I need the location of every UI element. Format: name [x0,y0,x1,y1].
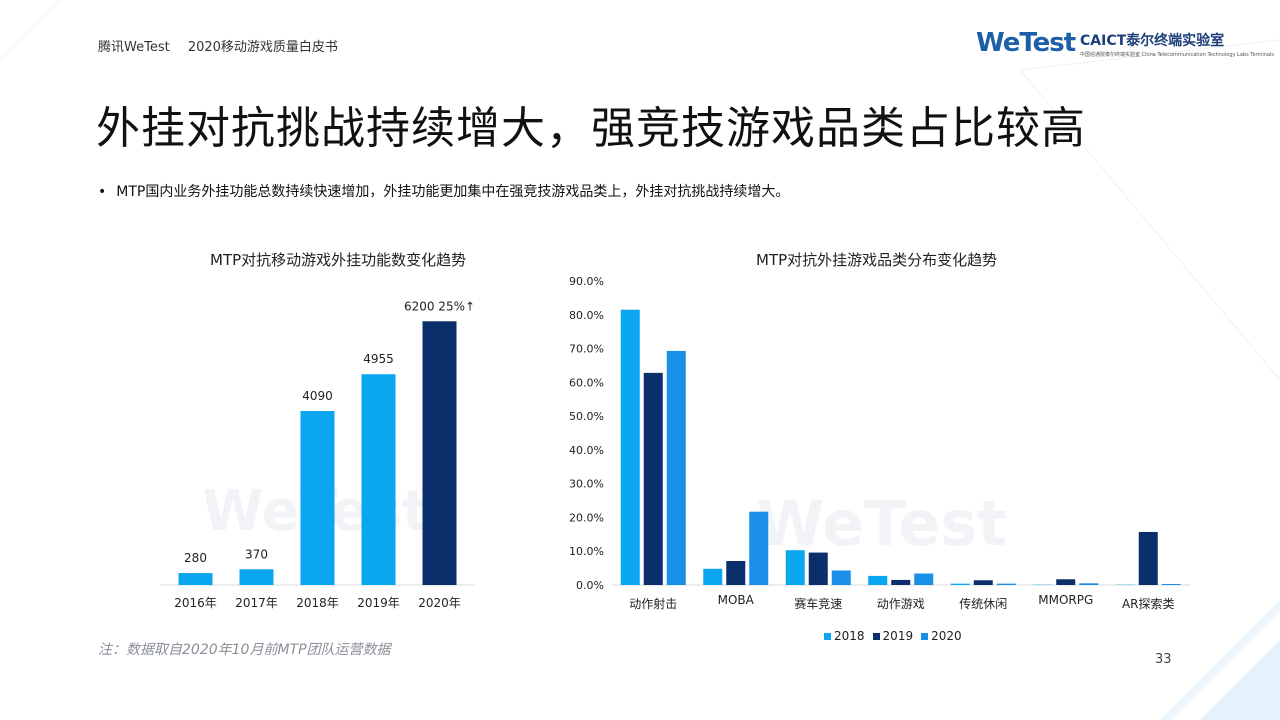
legend-swatch-2018 [824,632,831,640]
chart2-title: MTP对抗外挂游戏品类分布变化趋势 [756,251,998,269]
footnote: 注：数据取自2020年10月前MTP团队运营数据 [98,642,391,658]
chart1-data-label: 280 [184,551,207,565]
chart1-bar [300,411,335,585]
chart2-x-tick-label: MMORPG [1038,593,1093,607]
chart1-x-tick-label: 2018年 [296,596,339,610]
chart1-data-label: 370 [245,547,268,561]
legend-swatch-2020 [921,632,929,640]
legend-label-2019: 2019 [882,629,914,643]
chart1-bar [239,569,274,585]
caict-logo-text: CAICT泰尔终端实验室 [1080,33,1225,49]
chart2-x-tick-label: 赛车竞速 [794,596,842,611]
legend-item-2019: 2019 [872,629,914,643]
chart2-bar-2019 [973,580,993,585]
chart1-data-label: 4090 [302,389,333,403]
chart2-bar-2020 [1161,583,1181,585]
chart2-x-tick-label: AR探索类 [1122,597,1175,611]
chart2-bar-2018 [785,550,805,585]
chart1-bar [178,573,213,585]
legend-item-2018: 2018 [824,629,865,643]
chart2-y-tick-label: 20.0% [569,511,604,524]
header-brand: 腾讯WeTest [98,40,170,55]
chart2-bar-2019 [1056,579,1076,585]
chart2-bar-2019 [891,579,911,585]
chart2-bar-2019 [643,372,663,585]
chart1-data-label: 4955 [363,352,394,366]
chart2-x-tick-label: 动作射击 [629,596,677,611]
chart2-bar-2020 [1079,583,1099,585]
chart2-y-tick-label: 30.0% [569,478,604,491]
chart1-x-tick-label: 2017年 [235,596,278,610]
header-doc-title: 2020移动游戏质量白皮书 [187,40,338,55]
chart2-y-tick-label: 60.0% [569,376,604,389]
wetest-logo: WeTest [976,28,1076,58]
chart2-y-tick-label: 50.0% [569,410,604,423]
chart2-bar-2020 [749,511,769,585]
chart1-bar [361,374,396,585]
chart1-bar [422,321,457,585]
legend-label-2020: 2020 [931,629,962,643]
chart1-data-label: 6200 25%↑ [404,299,475,313]
bullet-point: • MTP国内业务外挂功能总数持续快速增加，外挂功能更加集中在强竞技游戏品类上，外… [98,181,789,201]
chart2-y-tick-label: 70.0% [569,343,604,356]
page-title: 外挂对抗挑战持续增大，强竞技游戏品类占比较高 [96,103,1086,154]
bullet-dot-icon: • [98,184,107,200]
chart2-x-tick-label: MOBA [718,593,755,607]
chart2-bar-2019 [808,552,828,585]
chart2-x-tick-label: 动作游戏 [877,597,925,611]
chart2-bar-2020 [914,573,934,585]
chart2-x-tick-label: 传统休闲 [959,596,1007,611]
chart2-legend: 2018 2019 2020 [824,629,962,643]
chart2-bar-2020 [831,570,851,585]
chart2-bar-2020 [996,583,1016,585]
chart2-y-tick-label: 0.0% [576,579,604,592]
chart2-bar-2018 [950,583,970,585]
header-breadcrumb: 腾讯WeTest 2020移动游戏质量白皮书 [98,36,352,55]
chart2-bar-2018 [620,309,640,585]
chart2-y-tick-label: 90.0% [569,275,604,288]
chart2-bar-2018 [703,568,723,585]
chart2-bar-2019 [1138,531,1158,585]
page-number: 33 [1155,652,1172,667]
caict-logo-subtext: 中国信通院泰尔终端实验室 China Telecommunication Tec… [1080,52,1275,58]
chart1-x-tick-label: 2020年 [418,596,461,610]
chart1-x-tick-label: 2016年 [174,596,217,610]
chart2-bar-2019 [726,561,746,585]
chart2-y-tick-label: 80.0% [569,309,604,322]
caict-logo: CAICT泰尔终端实验室 中国信通院泰尔终端实验室 China Telecomm… [1080,30,1274,58]
legend-item-2020: 2020 [921,629,962,643]
chart2-bar-2018 [868,575,888,585]
chart2-watermark: WeTest [756,487,1007,560]
legend-swatch-2019 [872,632,880,640]
chart2-y-tick-label: 40.0% [569,444,604,457]
chart1-svg: WeTest2802016年3702017年40902018年49552019年… [160,299,475,610]
bullet-text: MTP国内业务外挂功能总数持续快速增加，外挂功能更加集中在强竞技游戏品类上，外挂… [116,184,790,200]
chart1-x-tick-label: 2019年 [357,596,400,610]
chart2-svg: WeTest 90.0% 80.0% 70.0% 60.0% 50.0% 40.0% 30.0… [569,275,1190,611]
chart1-title: MTP对抗移动游戏外挂功能数变化趋势 [210,251,467,269]
legend-label-2018: 2018 [834,629,865,643]
chart2-y-tick-label: 10.0% [569,545,604,558]
chart2-bar-2020 [666,350,686,585]
